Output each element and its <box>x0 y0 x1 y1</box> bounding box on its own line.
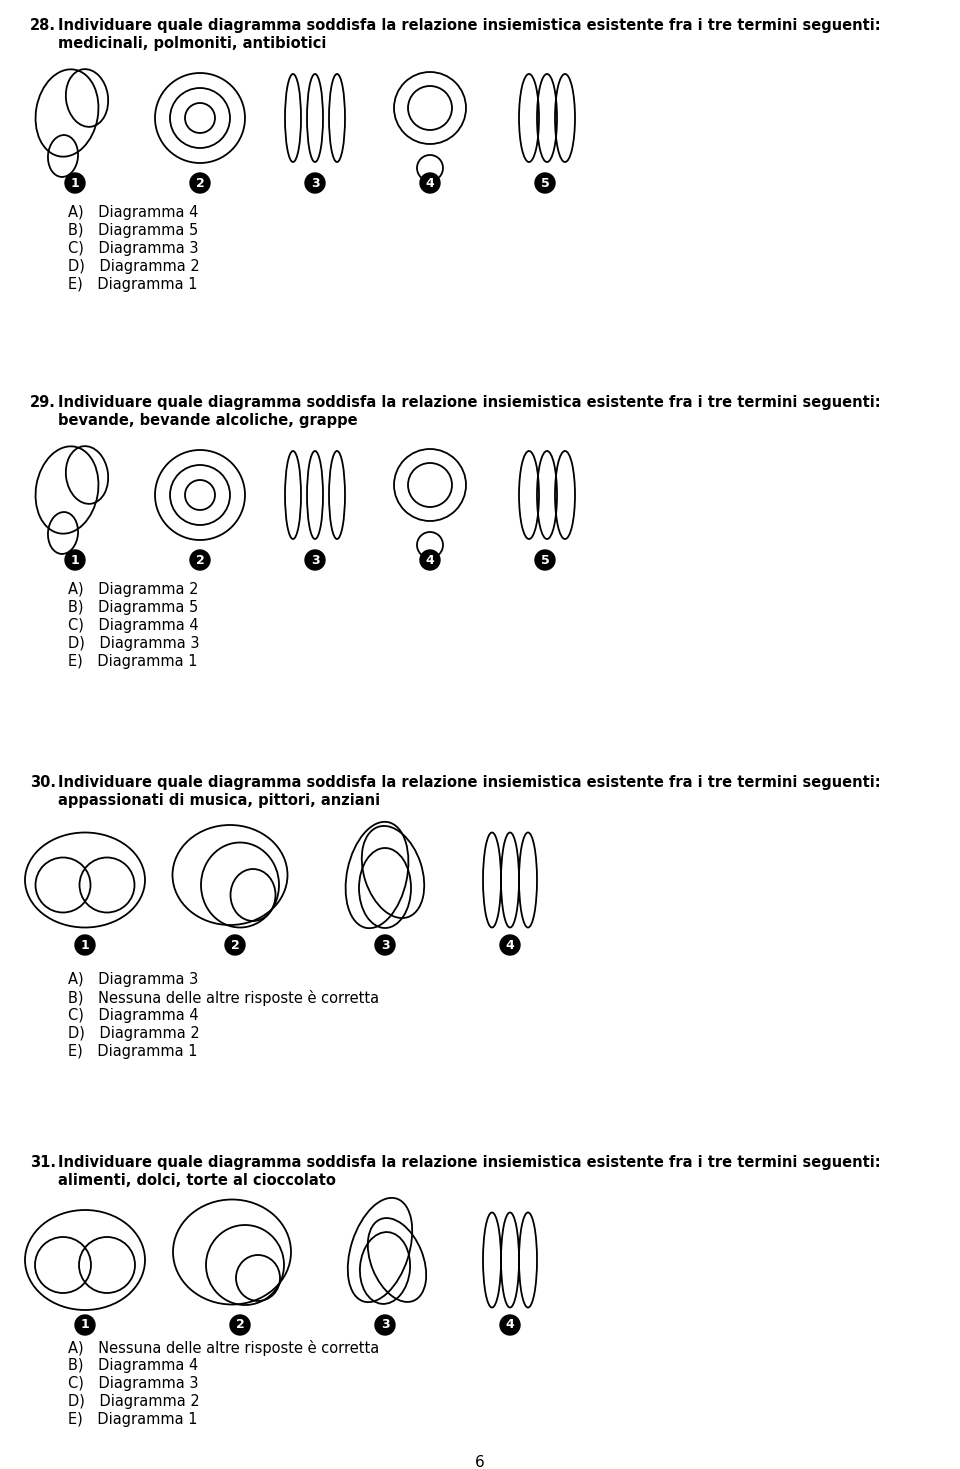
Text: E) Diagramma 1: E) Diagramma 1 <box>68 278 198 292</box>
Text: D) Diagramma 2: D) Diagramma 2 <box>68 1025 200 1042</box>
Text: 1: 1 <box>71 554 80 567</box>
Text: B) Diagramma 4: B) Diagramma 4 <box>68 1357 199 1374</box>
Text: B) Diagramma 5: B) Diagramma 5 <box>68 223 199 238</box>
Text: bevande, bevande alcoliche, grappe: bevande, bevande alcoliche, grappe <box>58 413 358 427</box>
Text: A) Diagramma 4: A) Diagramma 4 <box>68 206 199 220</box>
Circle shape <box>225 934 245 955</box>
Text: 1: 1 <box>81 1319 89 1331</box>
Text: 6: 6 <box>475 1454 485 1469</box>
Text: 3: 3 <box>311 176 320 190</box>
Text: 4: 4 <box>506 939 515 952</box>
Text: E) Diagramma 1: E) Diagramma 1 <box>68 1412 198 1426</box>
Circle shape <box>500 1315 520 1335</box>
Text: A) Diagramma 2: A) Diagramma 2 <box>68 582 199 596</box>
Text: B) Nessuna delle altre risposte è corretta: B) Nessuna delle altre risposte è corret… <box>68 990 379 1006</box>
Circle shape <box>420 173 440 192</box>
Text: E) Diagramma 1: E) Diagramma 1 <box>68 654 198 668</box>
Text: medicinali, polmoniti, antibiotici: medicinali, polmoniti, antibiotici <box>58 37 326 51</box>
Text: C) Diagramma 3: C) Diagramma 3 <box>68 241 199 256</box>
Text: A) Nessuna delle altre risposte è corretta: A) Nessuna delle altre risposte è corret… <box>68 1340 379 1356</box>
Text: 1: 1 <box>71 176 80 190</box>
Text: 2: 2 <box>196 176 204 190</box>
Circle shape <box>305 549 325 570</box>
Text: 29.: 29. <box>30 395 56 410</box>
Text: 3: 3 <box>381 1319 390 1331</box>
Circle shape <box>75 1315 95 1335</box>
Text: D) Diagramma 2: D) Diagramma 2 <box>68 259 200 275</box>
Text: Individuare quale diagramma soddisfa la relazione insiemistica esistente fra i t: Individuare quale diagramma soddisfa la … <box>58 395 880 410</box>
Text: Individuare quale diagramma soddisfa la relazione insiemistica esistente fra i t: Individuare quale diagramma soddisfa la … <box>58 18 880 32</box>
Circle shape <box>420 549 440 570</box>
Circle shape <box>65 549 85 570</box>
Text: 3: 3 <box>311 554 320 567</box>
Text: 1: 1 <box>81 939 89 952</box>
Circle shape <box>500 934 520 955</box>
Circle shape <box>375 1315 395 1335</box>
Text: 5: 5 <box>540 176 549 190</box>
Text: 5: 5 <box>540 554 549 567</box>
Circle shape <box>75 934 95 955</box>
Circle shape <box>535 173 555 192</box>
Text: Individuare quale diagramma soddisfa la relazione insiemistica esistente fra i t: Individuare quale diagramma soddisfa la … <box>58 776 880 790</box>
Text: 4: 4 <box>425 554 434 567</box>
Text: 28.: 28. <box>30 18 56 32</box>
Text: D) Diagramma 3: D) Diagramma 3 <box>68 636 200 651</box>
Text: C) Diagramma 4: C) Diagramma 4 <box>68 1008 199 1022</box>
Text: E) Diagramma 1: E) Diagramma 1 <box>68 1044 198 1059</box>
Text: 2: 2 <box>196 554 204 567</box>
Text: 3: 3 <box>381 939 390 952</box>
Circle shape <box>305 173 325 192</box>
Circle shape <box>65 173 85 192</box>
Text: B) Diagramma 5: B) Diagramma 5 <box>68 599 199 616</box>
Text: appassionati di musica, pittori, anziani: appassionati di musica, pittori, anziani <box>58 793 380 808</box>
Text: 31.: 31. <box>30 1155 56 1169</box>
Circle shape <box>535 549 555 570</box>
Text: D) Diagramma 2: D) Diagramma 2 <box>68 1394 200 1409</box>
Circle shape <box>190 173 210 192</box>
Text: 4: 4 <box>425 176 434 190</box>
Text: A) Diagramma 3: A) Diagramma 3 <box>68 972 199 987</box>
Circle shape <box>230 1315 250 1335</box>
Text: Individuare quale diagramma soddisfa la relazione insiemistica esistente fra i t: Individuare quale diagramma soddisfa la … <box>58 1155 880 1169</box>
Circle shape <box>375 934 395 955</box>
Text: 2: 2 <box>235 1319 245 1331</box>
Text: C) Diagramma 4: C) Diagramma 4 <box>68 618 199 633</box>
Text: 2: 2 <box>230 939 239 952</box>
Text: 30.: 30. <box>30 776 56 790</box>
Text: alimenti, dolci, torte al cioccolato: alimenti, dolci, torte al cioccolato <box>58 1174 336 1188</box>
Text: 4: 4 <box>506 1319 515 1331</box>
Text: C) Diagramma 3: C) Diagramma 3 <box>68 1376 199 1391</box>
Circle shape <box>190 549 210 570</box>
